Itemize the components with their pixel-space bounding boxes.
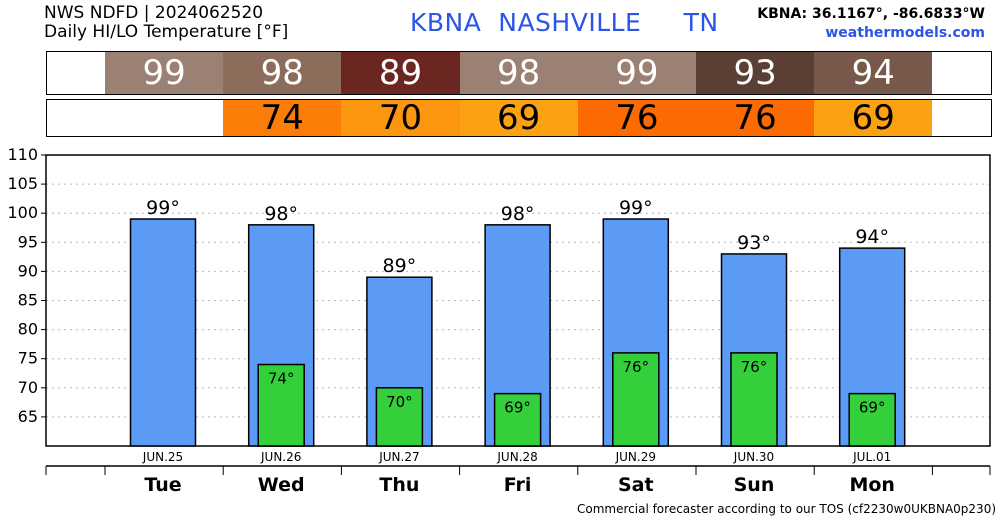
hi-value-label: 99° — [146, 197, 180, 219]
lo-cell-wed: 74 — [223, 98, 342, 138]
day-label: Sat — [618, 474, 654, 496]
model-run-label: NWS NDFD | 2024062520 — [44, 3, 264, 23]
date-label: JUN.26 — [260, 450, 301, 464]
y-tick-label: 95 — [18, 232, 38, 251]
site-link[interactable]: weathermodels.com — [825, 25, 985, 41]
hi-cell-fri: 98 — [459, 52, 578, 94]
hi-bar — [129, 218, 197, 447]
hi-value-label: 93° — [737, 232, 771, 254]
y-tick-label: 110 — [7, 145, 38, 164]
hi-value-label: 89° — [383, 255, 417, 277]
hi-cell-mon: 94 — [814, 52, 933, 94]
y-tick-label: 100 — [7, 203, 38, 222]
lo-bar — [257, 363, 305, 447]
hi-value-label: 94° — [855, 226, 889, 248]
lo-bar — [493, 392, 542, 447]
date-label: JUN.27 — [378, 450, 419, 464]
lo-cell-fri: 69 — [459, 98, 578, 138]
y-tick-label: 75 — [18, 349, 38, 368]
day-label: Sun — [734, 474, 775, 496]
y-tick-label: 90 — [18, 261, 38, 280]
lo-bar — [612, 352, 660, 447]
header-right: KBNA: 36.1167°, -86.6833°W weathermodels… — [757, 5, 985, 43]
date-label: JUL.01 — [852, 450, 891, 464]
hi-cell-wed: 98 — [223, 52, 342, 94]
day-label: Thu — [379, 474, 419, 496]
footer-note: Commercial forecaster according to our T… — [577, 502, 997, 516]
lo-cell-sat: 76 — [577, 98, 696, 138]
lo-value-label: 74° — [268, 370, 295, 388]
hi-value-label: 98° — [501, 203, 535, 225]
date-label: JUN.30 — [733, 450, 774, 464]
day-label: Fri — [504, 474, 532, 496]
day-label: Mon — [849, 474, 895, 496]
hi-cell-sat: 99 — [577, 52, 696, 94]
y-tick-label: 85 — [18, 291, 38, 310]
day-label: Tue — [144, 474, 181, 496]
lo-bar — [375, 387, 424, 447]
y-tick-label: 65 — [18, 407, 38, 426]
hi-cell-thu: 89 — [341, 52, 460, 94]
y-tick-label: 105 — [7, 174, 38, 193]
hi-value-label: 98° — [264, 203, 298, 225]
lo-cell-mon: 69 — [814, 98, 933, 138]
lo-bar — [730, 352, 778, 447]
lo-temp-strip: 74 70 69 76 76 69 — [46, 98, 992, 138]
date-label: JUN.25 — [142, 450, 183, 464]
hi-value-label: 99° — [619, 197, 653, 219]
lo-cell-sun: 76 — [696, 98, 815, 138]
header-info: NWS NDFD | 2024062520 Daily HI/LO Temper… — [44, 4, 288, 42]
hi-cell-tue: 99 — [105, 52, 224, 94]
date-label: JUN.28 — [496, 450, 537, 464]
lo-value-label: 70° — [386, 393, 413, 411]
y-tick-label: 80 — [18, 320, 38, 339]
lo-value-label: 69° — [504, 399, 531, 417]
day-label: Wed — [258, 474, 305, 496]
product-title: Daily HI/LO Temperature [°F] — [44, 22, 289, 42]
lo-value-label: 76° — [741, 358, 768, 376]
lo-cell-thu: 70 — [341, 98, 460, 138]
lo-value-label: 69° — [859, 399, 886, 417]
hi-temp-strip: 99 98 89 98 99 93 94 — [46, 51, 992, 95]
lo-bar — [848, 392, 896, 447]
station-coords: KBNA: 36.1167°, -86.6833°W — [757, 6, 985, 22]
station-title: KBNA NASHVILLE TN — [410, 8, 719, 37]
lo-value-label: 76° — [623, 358, 650, 376]
y-tick-label: 70 — [18, 378, 38, 397]
hi-cell-sun: 93 — [696, 52, 815, 94]
date-label: JUN.29 — [615, 450, 656, 464]
